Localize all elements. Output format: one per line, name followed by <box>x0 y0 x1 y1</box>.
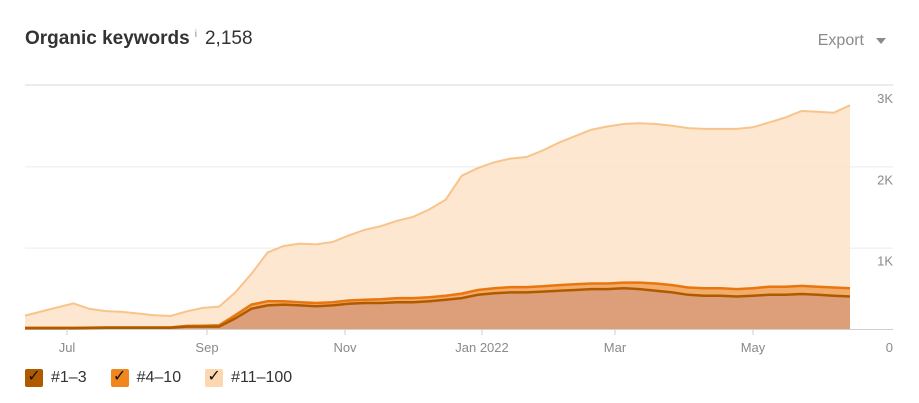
x-tick-label: Jul <box>59 340 76 355</box>
checkbox-1-3[interactable]: ✓ <box>25 368 43 387</box>
line-#1–3 <box>25 287 851 330</box>
legend-item-1-3[interactable]: ✓ #1–3 <box>25 368 87 387</box>
y-tick-label: 0 <box>886 340 893 355</box>
line-#11–100 <box>24 104 851 318</box>
x-tick-label: Jan 2022 <box>455 340 509 355</box>
info-icon[interactable]: i <box>194 29 197 40</box>
legend-item-11-100[interactable]: ✓ #11–100 <box>205 368 293 387</box>
keyword-total: 2,158 <box>204 28 253 49</box>
legend-label-4-10: #4–10 <box>136 369 182 386</box>
check-icon: ✓ <box>207 368 221 385</box>
x-tick-label: Sep <box>195 340 218 355</box>
check-icon: ✓ <box>27 368 41 385</box>
organic-keywords-chart: 0 1K 2K 3K Jul Sep Nov Jan 2022 Mar May <box>24 84 893 355</box>
y-tick-label: 1K <box>877 254 893 269</box>
y-tick-label: 3K <box>877 91 893 106</box>
legend: ✓ #1–3 ✓ #4–10 ✓ #11–100 <box>25 368 316 387</box>
caret-down-icon <box>876 38 886 44</box>
chart-title: Organic keywords <box>25 28 190 49</box>
chart-header: Organic keywords i 2,158 <box>25 28 253 50</box>
legend-label-1-3: #1–3 <box>51 369 87 386</box>
export-label: Export <box>817 32 864 49</box>
y-tick-label: 2K <box>877 172 893 187</box>
legend-label-11-100: #11–100 <box>231 369 293 386</box>
x-tick-label: Mar <box>604 340 627 355</box>
area-#11–100 <box>25 105 850 328</box>
export-button[interactable]: Export <box>818 32 886 50</box>
check-icon: ✓ <box>112 368 127 385</box>
x-tick-label: Nov <box>333 340 357 355</box>
x-tick-label: May <box>741 340 766 355</box>
legend-item-4-10[interactable]: ✓ #4–10 <box>110 368 182 387</box>
area-#1–3 <box>25 288 850 329</box>
checkbox-11-100[interactable]: ✓ <box>205 368 224 387</box>
checkbox-4-10[interactable]: ✓ <box>110 368 129 387</box>
